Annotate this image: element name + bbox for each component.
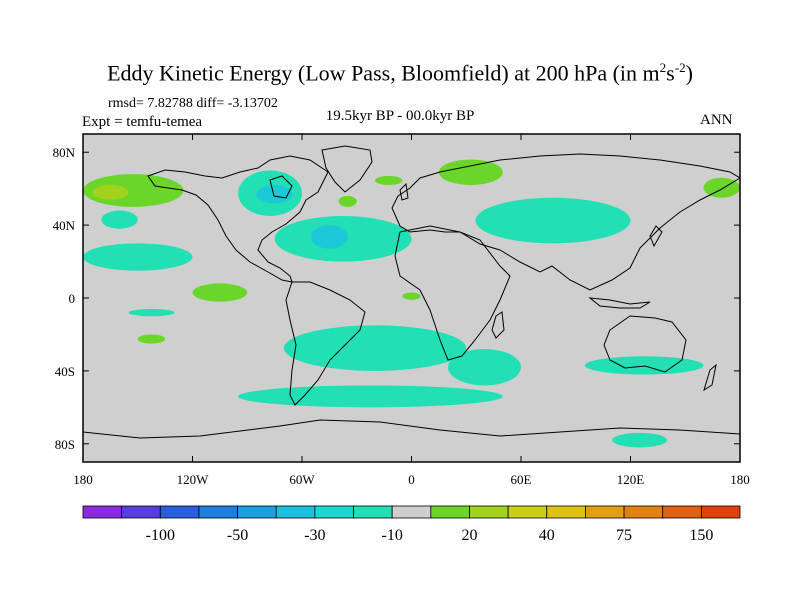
- anomaly-region-positive: [92, 185, 129, 200]
- axis-ticks: 80N 40N 0 40S 80S 180 120W 60W 0 60E 120E 180: [53, 134, 750, 487]
- coastline-madagascar: [491, 311, 505, 339]
- colorbar-swatch: [275, 505, 316, 519]
- anomaly-region-positive: [192, 283, 248, 302]
- colorbar: -100 -50 -30 -10 20 40 75 150: [82, 505, 741, 544]
- coastline-south-america: [285, 281, 366, 406]
- anomaly-region-negative: [101, 210, 138, 229]
- coastline-africa: [394, 225, 511, 361]
- anomaly-region-negative: [83, 243, 193, 271]
- coastline-japan: [649, 225, 663, 248]
- colorbar-swatch: [391, 505, 432, 519]
- colorbar-label: -30: [304, 527, 325, 544]
- period-label: 19.5kyr BP - 00.0kyr BP: [325, 108, 475, 124]
- anomaly-region-positive: [703, 177, 740, 198]
- coastline-greenland: [321, 145, 373, 193]
- colorbar-swatch: [237, 505, 277, 519]
- lon-tick-label: 180: [73, 472, 93, 487]
- coastline-australia: [603, 315, 687, 373]
- colorbar-swatch: [507, 505, 548, 519]
- colorbar-swatch: [314, 505, 354, 519]
- plot-title: Eddy Kinetic Energy (Low Pass, Bloomfiel…: [107, 60, 693, 86]
- colorbar-label: -10: [382, 527, 403, 544]
- lon-tick-label: 0: [408, 472, 415, 487]
- experiment-label: Expt = temfu-temea: [82, 114, 203, 130]
- colorbar-swatch: [623, 505, 664, 519]
- lon-tick-label: 60W: [289, 472, 315, 487]
- colorbar-label: -50: [227, 527, 248, 544]
- coastline-hudson-bay: [269, 175, 293, 199]
- anomaly-layer: [83, 159, 740, 448]
- anomaly-region-negative: [128, 308, 175, 317]
- lon-tick-label: 180: [730, 472, 750, 487]
- colorbar-swatch: [353, 505, 393, 519]
- lon-tick-label: 120W: [177, 472, 210, 487]
- stats-label: rmsd= 7.82788 diff= -3.13702: [108, 96, 278, 111]
- anomaly-region-negative: [475, 197, 631, 244]
- colorbar-swatch: [82, 505, 123, 519]
- colorbar-swatch: [662, 505, 702, 519]
- coastline-eurasia: [391, 153, 740, 291]
- lat-tick-label: 40N: [53, 218, 76, 233]
- colorbar-swatch: [198, 505, 238, 519]
- anomaly-region-negative: [584, 356, 704, 375]
- anomaly-region-negative: [448, 349, 521, 386]
- colorbar-swatch: [546, 505, 586, 519]
- coastline-antarctica: [83, 419, 740, 439]
- lat-tick-label: 80N: [53, 145, 76, 160]
- anomaly-region-positive: [338, 195, 357, 207]
- lat-tick-label: 0: [69, 291, 76, 306]
- colorbar-swatch: [159, 505, 200, 519]
- coastline-uk: [399, 182, 409, 201]
- anomaly-region-negative: [256, 185, 293, 204]
- colorbar-label: 40: [539, 527, 555, 544]
- lon-tick-label: 120E: [617, 472, 645, 487]
- anomaly-region-positive: [137, 334, 166, 344]
- coastline-new-zealand: [703, 363, 717, 392]
- colorbar-label: 75: [616, 527, 632, 544]
- colorbar-swatch: [585, 505, 625, 519]
- lat-tick-label: 80S: [55, 437, 75, 452]
- anomaly-region-positive: [375, 175, 403, 186]
- anomaly-region-positive: [438, 159, 503, 186]
- colorbar-label: -100: [146, 527, 175, 544]
- anomaly-region-negative: [238, 385, 503, 408]
- colorbar-swatch: [430, 505, 470, 519]
- season-label: ANN: [700, 112, 733, 128]
- anomaly-region-negative: [612, 432, 667, 448]
- lon-tick-label: 60E: [511, 472, 532, 487]
- anomaly-region-negative: [311, 225, 348, 249]
- coastlines: [83, 145, 740, 439]
- colorbar-swatch: [121, 505, 161, 519]
- colorbar-label: 150: [689, 527, 713, 544]
- colorbar-swatch: [700, 505, 741, 519]
- coastline-north-america: [147, 155, 329, 283]
- anomaly-region-positive: [402, 292, 421, 300]
- lat-tick-label: 40S: [55, 364, 75, 379]
- colorbar-label: 20: [461, 527, 477, 544]
- anomaly-region-negative: [283, 325, 467, 371]
- coastline-indonesia: [588, 297, 651, 309]
- colorbar-swatch: [469, 505, 509, 519]
